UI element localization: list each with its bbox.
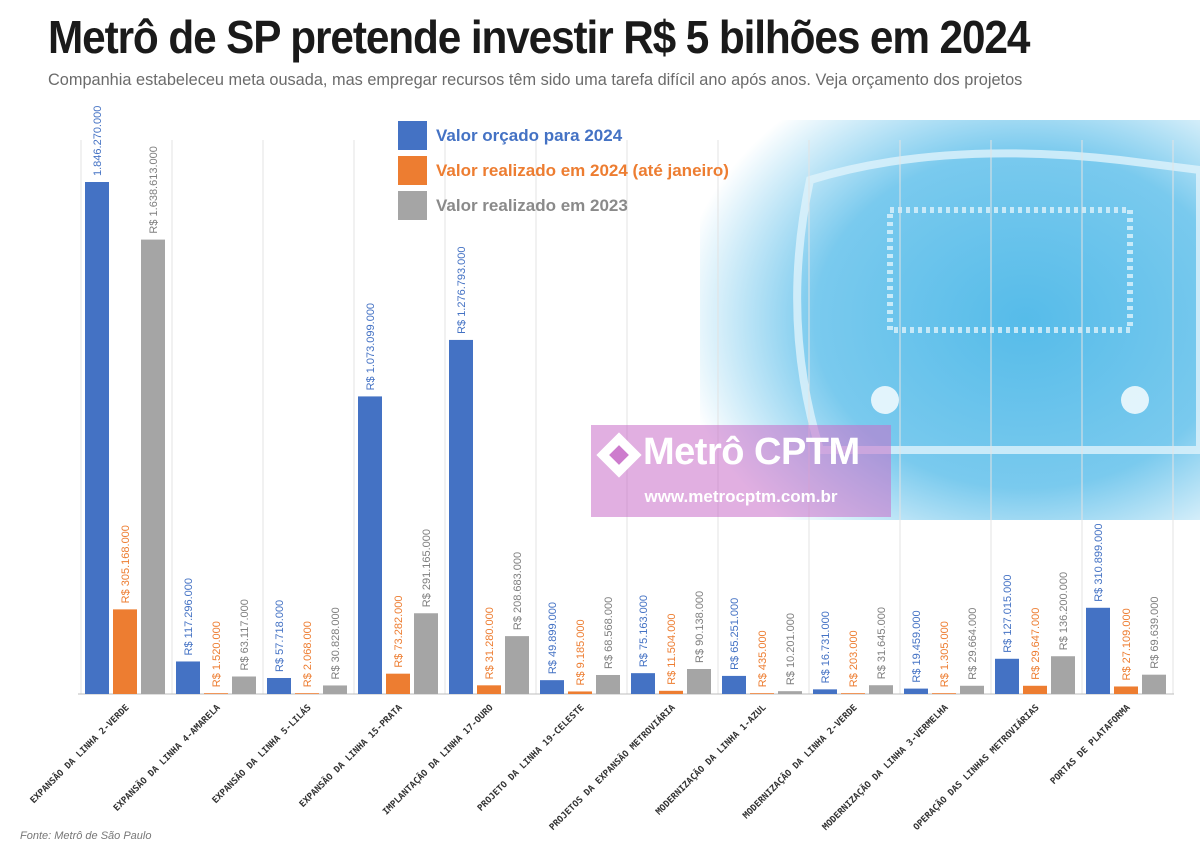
data-label-realized-2024: R$ 305.168.000 (120, 525, 132, 603)
bar-realized-2023 (141, 239, 165, 694)
page-title: Metrô de SP pretende investir R$ 5 bilhõ… (48, 11, 1030, 63)
data-label-budget-2024: R$ 49.899.000 (547, 602, 559, 674)
watermark-url: www.metrocptm.com.br (644, 487, 838, 506)
data-label-realized-2023: R$ 1.638.613.000 (148, 146, 160, 233)
bar-budget-2024 (904, 688, 928, 694)
category-label: EXPANSÃO DA LINHA 4-AMARELA (111, 702, 223, 814)
watermark-brand: Metrô CPTM (643, 431, 860, 473)
bar-budget-2024 (540, 680, 564, 694)
bar-realized-2023 (687, 669, 711, 694)
bar-budget-2024 (449, 339, 473, 694)
category-label: MODERNIZAÇÃO DA LINHA 1-AZUL (654, 702, 769, 817)
bar-realized-2024 (841, 693, 865, 694)
chart-legend: Valor orçado para 2024 Valor realizado e… (398, 118, 729, 223)
data-label-budget-2024: 1.846.270.000 (92, 106, 104, 176)
data-label-realized-2023: R$ 10.201.000 (785, 613, 797, 685)
category-label: EXPANSÃO DA LINHA 5-LILÁS (209, 702, 313, 806)
legend-label-realized-2023: Valor realizado em 2023 (436, 195, 628, 215)
data-label-realized-2023: R$ 63.117.000 (239, 599, 251, 670)
bar-realized-2023 (596, 674, 620, 694)
bar-realized-2023 (505, 636, 529, 694)
bar-budget-2024 (85, 182, 109, 694)
bar-budget-2024 (813, 689, 837, 694)
bar-realized-2023 (960, 685, 984, 694)
data-label-budget-2024: R$ 57.718.000 (274, 600, 286, 672)
bar-realized-2023 (869, 685, 893, 694)
data-label-realized-2024: R$ 9.185.000 (575, 619, 587, 685)
source-note: Fonte: Metrô de São Paulo (20, 830, 152, 842)
legend-swatch-realized-2023 (398, 191, 427, 220)
data-label-realized-2024: R$ 1.305.000 (939, 621, 951, 687)
data-label-budget-2024: R$ 65.251.000 (729, 598, 741, 670)
bar-realized-2023 (323, 685, 347, 694)
data-label-realized-2024: R$ 27.109.000 (1121, 608, 1133, 680)
bar-budget-2024 (176, 661, 200, 694)
category-label: EXPANSÃO DA LINHA 15-PRATA (297, 702, 405, 810)
data-label-realized-2023: R$ 208.683.000 (512, 552, 524, 630)
legend-item-budget-2024: Valor orçado para 2024 (398, 118, 729, 153)
bar-realized-2024 (750, 693, 774, 694)
bar-budget-2024 (358, 396, 382, 694)
legend-label-realized-2024: Valor realizado em 2024 (até janeiro) (436, 160, 729, 180)
category-label: PROJETO DA LINHA 19-CELESTE (476, 703, 587, 814)
bar-realized-2024 (1023, 685, 1047, 694)
data-label-realized-2023: R$ 68.568.000 (603, 597, 615, 669)
bar-budget-2024 (722, 675, 746, 694)
data-label-realized-2024: R$ 435.000 (757, 630, 769, 687)
bar-realized-2023 (232, 676, 256, 694)
category-label: PORTAS DE PLATAFORMA (1049, 703, 1133, 787)
category-label: IMPLANTAÇÃO DA LINHA 17-OURO (381, 702, 496, 817)
data-label-realized-2024: R$ 31.280.000 (484, 607, 496, 679)
legend-swatch-budget-2024 (398, 121, 427, 150)
bar-realized-2023 (778, 691, 802, 694)
metrocptm-watermark: Metrô CPTM www.metrocptm.com.br (591, 425, 891, 517)
metrocptm-logo-icon (596, 432, 642, 478)
data-label-budget-2024: R$ 19.459.000 (911, 610, 923, 682)
bar-realized-2024 (295, 693, 319, 694)
legend-swatch-realized-2024 (398, 156, 427, 185)
data-label-budget-2024: R$ 16.731.000 (820, 611, 832, 683)
data-label-realized-2024: R$ 2.068.000 (302, 621, 314, 687)
data-label-realized-2023: R$ 31.645.000 (876, 607, 888, 679)
bar-realized-2024 (386, 673, 410, 694)
data-label-realized-2024: R$ 73.282.000 (393, 596, 405, 668)
legend-item-realized-2023: Valor realizado em 2023 (398, 188, 729, 223)
bar-realized-2023 (1142, 674, 1166, 694)
data-label-budget-2024: R$ 1.073.099.000 (365, 303, 377, 390)
bar-realized-2024 (477, 685, 501, 694)
bar-realized-2024 (113, 609, 137, 694)
bar-realized-2024 (659, 690, 683, 694)
data-label-budget-2024: R$ 310.899.000 (1093, 523, 1105, 601)
bar-realized-2024 (932, 693, 956, 694)
bar-budget-2024 (995, 658, 1019, 694)
bar-budget-2024 (631, 673, 655, 694)
data-label-budget-2024: R$ 127.015.000 (1002, 574, 1014, 652)
data-label-realized-2023: R$ 69.639.000 (1149, 597, 1161, 669)
bar-realized-2024 (204, 693, 228, 694)
data-label-realized-2023: R$ 90.138.000 (694, 591, 706, 663)
data-label-budget-2024: R$ 75.163.000 (638, 595, 650, 667)
legend-item-realized-2024: Valor realizado em 2024 (até janeiro) (398, 153, 729, 188)
category-label: EXPANSÃO DA LINHA 2-VERDE (28, 702, 132, 806)
page-subtitle: Companhia estabeleceu meta ousada, mas e… (48, 70, 1023, 89)
data-label-budget-2024: R$ 1.276.793.000 (456, 246, 468, 333)
data-label-realized-2024: R$ 1.520.000 (211, 621, 223, 687)
data-label-realized-2023: R$ 29.664.000 (967, 608, 979, 680)
data-label-realized-2024: R$ 203.000 (848, 630, 860, 687)
data-label-realized-2023: R$ 291.165.000 (421, 529, 433, 607)
data-label-realized-2023: R$ 30.828.000 (330, 607, 342, 679)
data-label-realized-2024: R$ 29.647.000 (1030, 608, 1042, 680)
bar-realized-2024 (568, 691, 592, 694)
data-label-realized-2023: R$ 136.200.000 (1058, 572, 1070, 650)
bar-realized-2023 (414, 613, 438, 694)
bar-realized-2024 (1114, 686, 1138, 694)
bar-budget-2024 (267, 677, 291, 694)
data-label-realized-2024: R$ 11.504.000 (666, 613, 678, 684)
bar-budget-2024 (1086, 607, 1110, 694)
bar-realized-2023 (1051, 656, 1075, 694)
legend-label-budget-2024: Valor orçado para 2024 (436, 125, 623, 145)
data-label-budget-2024: R$ 117.296.000 (183, 578, 195, 655)
